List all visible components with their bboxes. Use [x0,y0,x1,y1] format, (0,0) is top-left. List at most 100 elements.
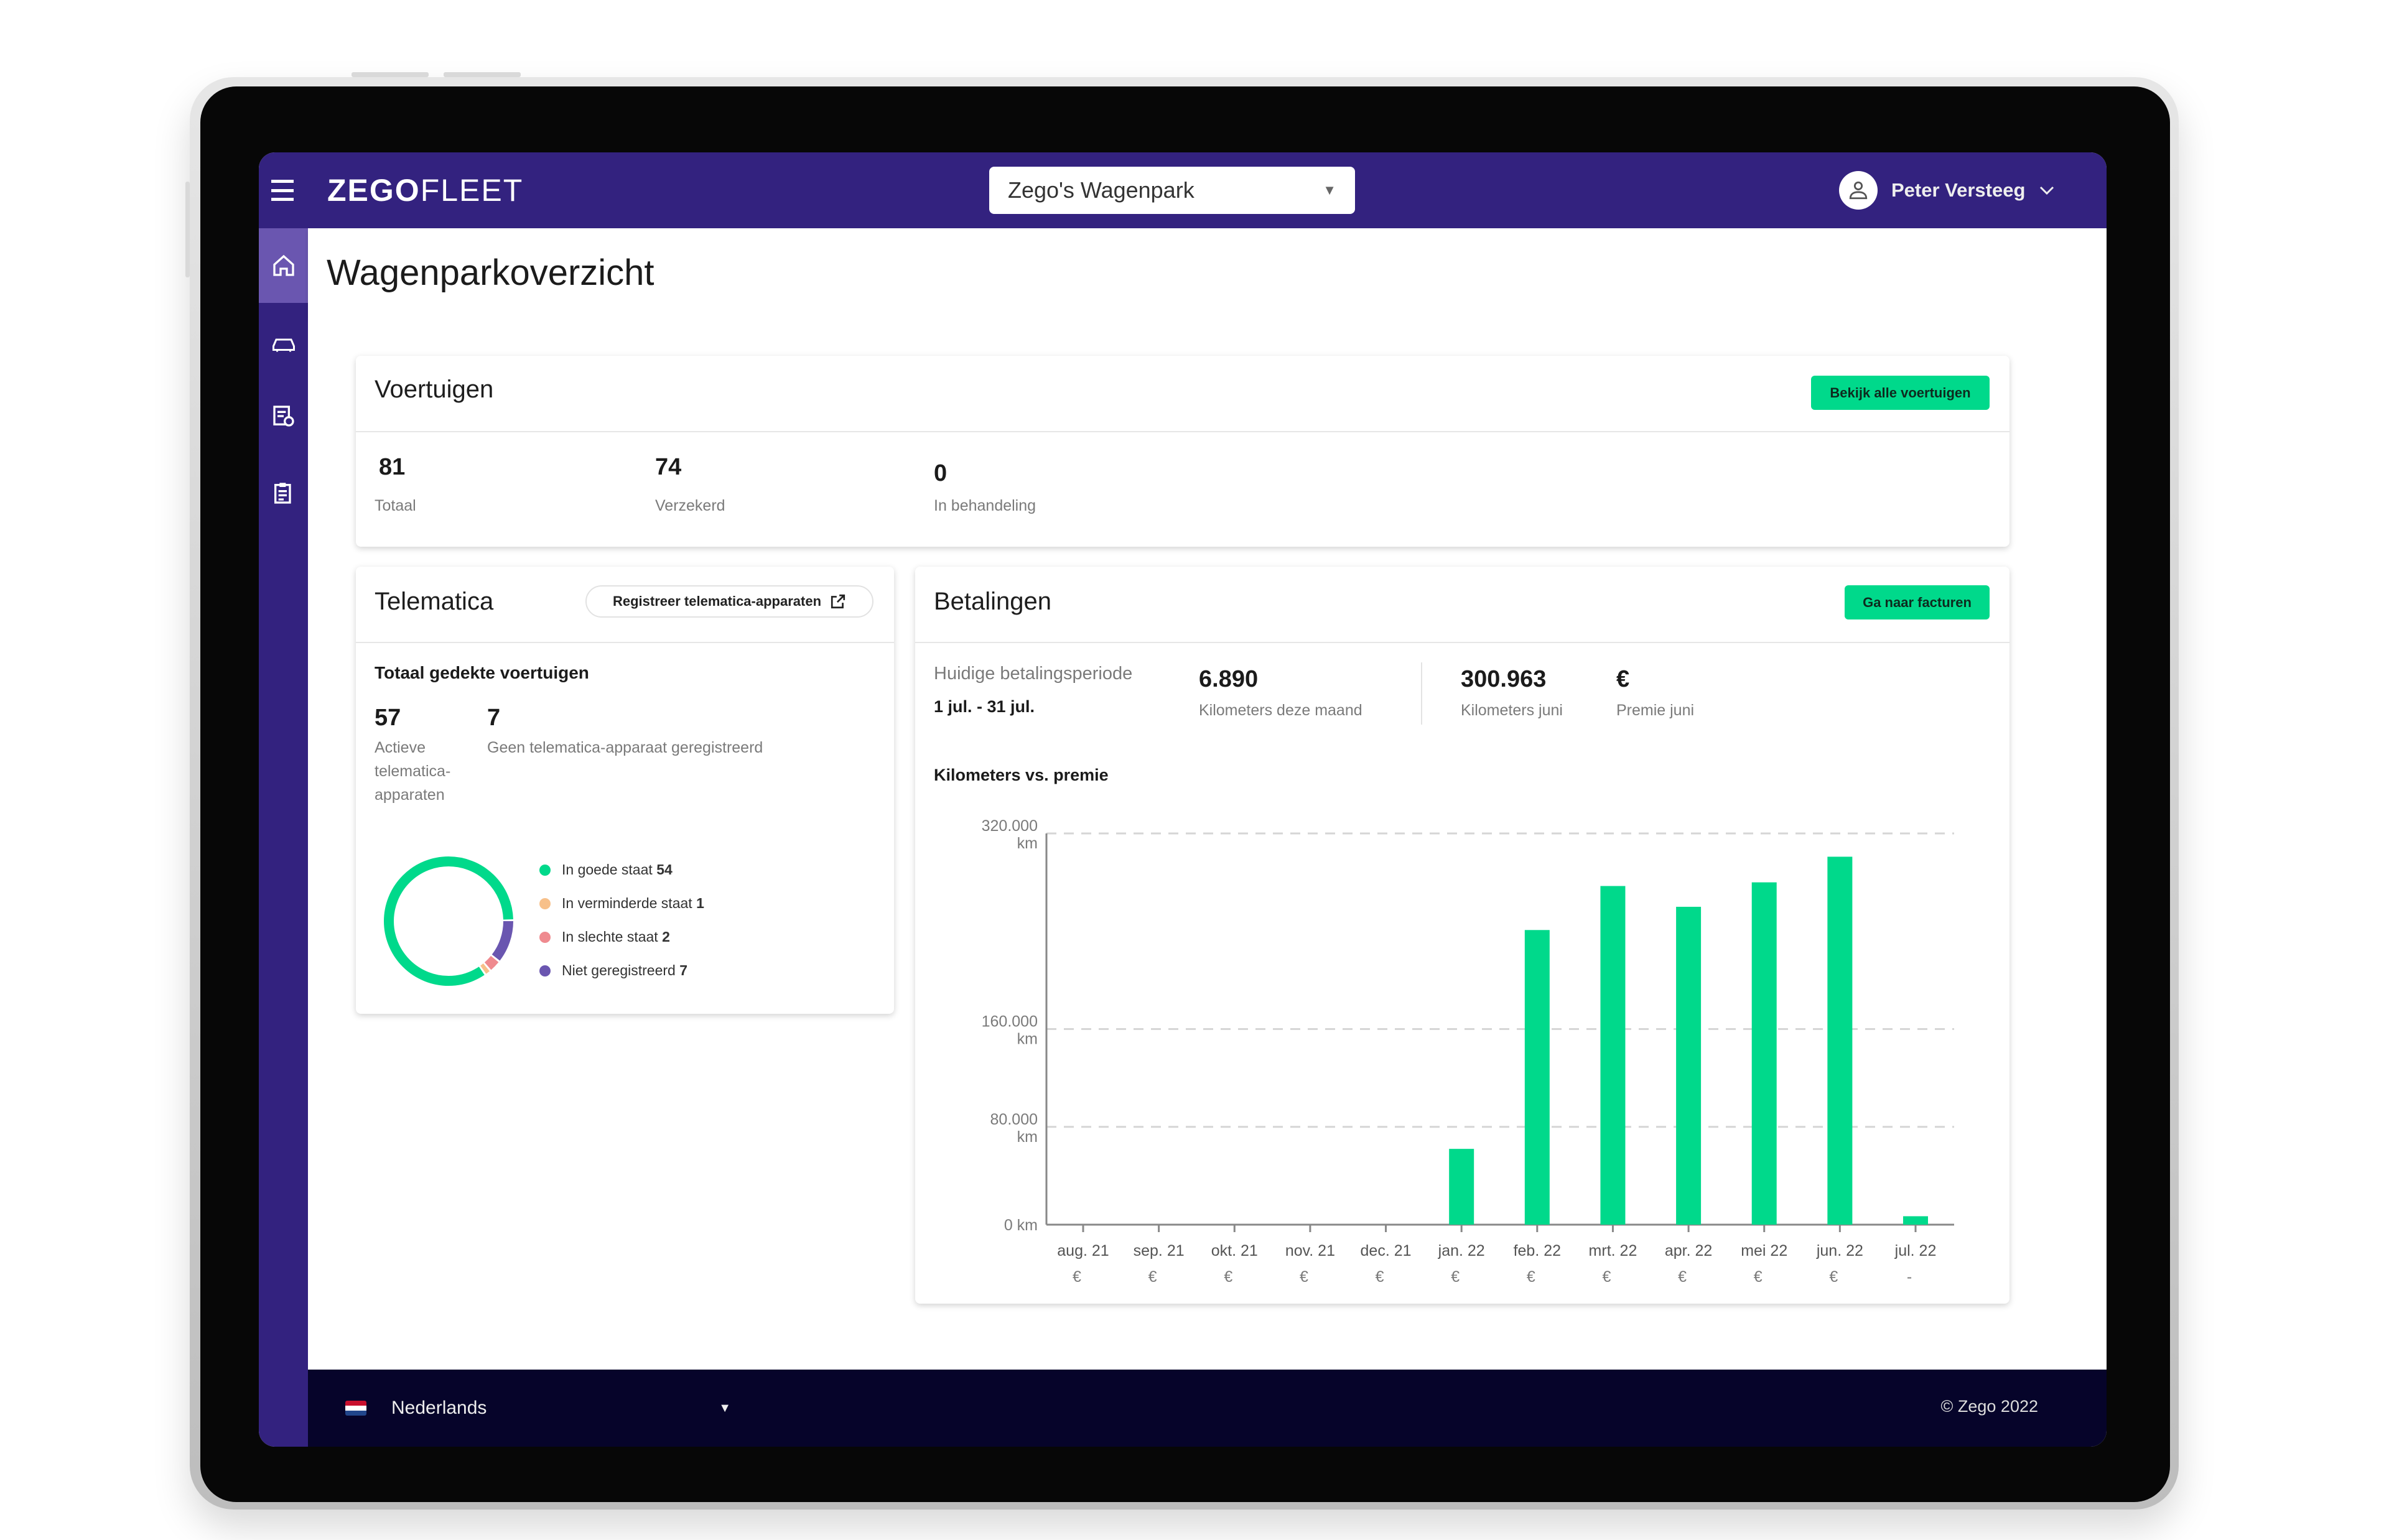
fleet-selector-value: Zego's Wagenpark [1008,177,1194,203]
caret-down-icon: ▼ [1323,182,1336,198]
tablet-button [444,72,521,77]
legend-label: Niet geregistreerd 7 [562,962,687,978]
menu-icon[interactable] [271,180,294,201]
legend-label: In verminderde staat 1 [562,895,704,911]
sidebar-item-policies[interactable] [259,385,308,447]
x-tick-label: jul. 22 [1894,1242,1937,1259]
y-tick-label: 80.000 [990,1111,1038,1128]
document-settings-icon [272,406,294,427]
total-vehicles-value: 81 [379,454,406,480]
active-devices-value: 57 [375,705,401,731]
footer: Nederlands ▼ © Zego 2022 [308,1370,2107,1447]
legend-item: In slechte staat 2 [539,929,670,945]
km-month-label: Kilometers deze maand [1199,702,1362,719]
legend-dot-icon [539,898,551,909]
x-tick-label: jan. 22 [1438,1242,1485,1259]
legend-label: In goede staat 54 [562,861,673,878]
x-tick-label: apr. 22 [1665,1242,1712,1259]
period-value: 1 jul. - 31 jul. [934,697,1035,716]
donut-segment [384,856,513,986]
period-label: Huidige betalingsperiode [934,664,1133,684]
bar-mei22[interactable] [1751,882,1777,1225]
home-icon [272,254,294,276]
copyright: © Zego 2022 [1940,1397,2038,1416]
divider [1421,662,1422,725]
card-title: Voertuigen [375,376,494,403]
bar-jun22[interactable] [1827,856,1853,1225]
premium-label: € [1678,1268,1687,1286]
premium-june-label: Premie juni [1616,702,1695,719]
insured-vehicles-value: 74 [655,454,682,480]
logo[interactable]: ZEGOFLEET [327,172,523,208]
go-to-invoices-button[interactable]: Ga naar facturen [1845,585,1990,619]
covered-vehicles-heading: Totaal gedekte voertuigen [375,663,589,682]
view-all-vehicles-button[interactable]: Bekijk alle voertuigen [1811,376,1990,410]
bar-jan22[interactable] [1449,1149,1474,1225]
sidebar-item-claims[interactable] [259,462,308,524]
x-tick-label: mrt. 22 [1589,1242,1637,1259]
language-selector[interactable]: Nederlands ▼ [345,1394,731,1422]
premium-june-value: € [1616,666,1630,692]
car-icon [272,338,295,352]
premium-label: - [1907,1268,1912,1286]
tablet-button [185,182,190,277]
legend-item: Niet geregistreerd 7 [539,962,687,979]
card-title: Telematica [375,588,494,615]
total-vehicles-label: Totaal [375,497,416,514]
legend-dot-icon [539,931,551,943]
logo-bold: ZEGO [327,173,421,208]
divider [356,642,894,643]
sidebar [259,228,308,1447]
bar-apr22[interactable] [1676,906,1702,1225]
legend-dot-icon [539,864,551,876]
sidebar-item-home[interactable] [259,228,308,303]
y-tick-label: 0 km [1004,1217,1038,1234]
logo-light: FLEET [420,173,524,208]
external-link-icon [831,594,845,609]
user-name: Peter Versteeg [1891,179,2026,201]
payments-card: Betalingen Ga naar facturen Huidige beta… [915,567,2009,1304]
x-tick-label: feb. 22 [1514,1242,1561,1259]
sidebar-item-vehicles[interactable] [259,312,308,374]
legend-item: In goede staat 54 [539,861,673,878]
bar-mrt22[interactable] [1600,886,1626,1225]
pending-vehicles-label: In behandeling [934,497,1036,514]
y-tick-unit: km [1017,1128,1038,1146]
x-tick-label: nov. 21 [1285,1242,1335,1259]
premium-label: € [1754,1268,1763,1286]
unregistered-label: Geen telematica-apparaat geregistreerd [487,739,763,756]
divider [915,642,2009,643]
title-bar: Wagenparkoverzicht [308,228,2107,317]
premium-label: € [1073,1268,1081,1286]
unregistered-value: 7 [487,705,501,731]
chevron-down-icon [2040,186,2054,195]
bar-jul22[interactable] [1903,1216,1928,1225]
premium-label: € [1148,1268,1157,1286]
premium-label: € [1829,1268,1838,1286]
fleet-selector[interactable]: Zego's Wagenpark ▼ [989,167,1355,214]
y-tick-label: 160.000 [982,1013,1038,1031]
x-tick-label: sep. 21 [1134,1242,1185,1259]
register-telematics-button[interactable]: Registreer telematica-apparaten [585,585,873,618]
register-telematics-label: Registreer telematica-apparaten [612,593,822,609]
divider [356,431,2009,432]
legend-dot-icon [539,965,551,976]
clipboard-icon [274,483,291,504]
telematics-card: Telematica Registreer telematica-apparat… [356,567,894,1014]
page-title: Wagenparkoverzicht [327,253,654,293]
user-menu[interactable]: Peter Versteeg [1839,171,2055,210]
top-bar: ZEGOFLEET Zego's Wagenpark ▼ Peter Verst… [259,152,2107,228]
chart-title: Kilometers vs. premie [934,766,1109,784]
premium-label: € [1376,1268,1384,1286]
pending-vehicles-value: 0 [934,460,948,486]
bar-feb22[interactable] [1524,930,1550,1225]
x-tick-label: dec. 21 [1361,1242,1412,1259]
avatar [1839,171,1878,210]
km-month-value: 6.890 [1199,666,1259,692]
km-june-label: Kilometers juni [1461,702,1563,719]
km-june-value: 300.963 [1461,666,1547,692]
x-tick-label: okt. 21 [1211,1242,1258,1259]
user-icon [1849,181,1868,200]
x-tick-label: aug. 21 [1057,1242,1109,1259]
